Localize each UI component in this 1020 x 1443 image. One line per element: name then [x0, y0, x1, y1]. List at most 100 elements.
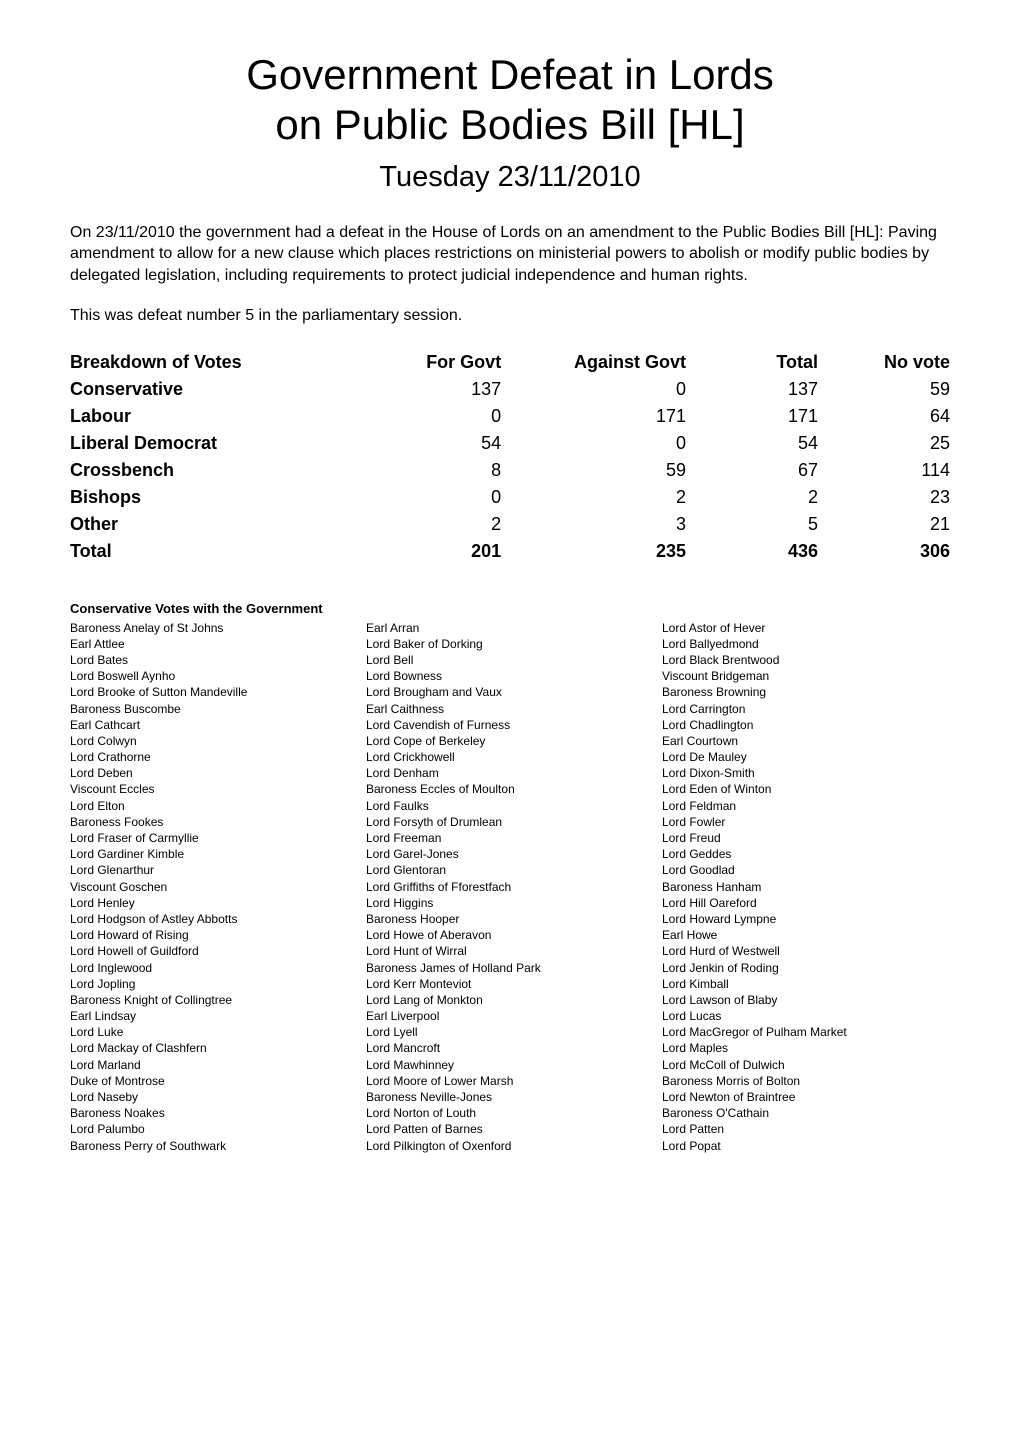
peer-name: Earl Liverpool [366, 1008, 654, 1024]
peer-name: Lord Elton [70, 798, 358, 814]
party-cell: Conservative [70, 376, 369, 403]
peer-name: Lord Eden of Winton [662, 781, 950, 797]
peer-name: Lord Luke [70, 1024, 358, 1040]
party-cell: Other [70, 511, 369, 538]
peer-name: Earl Caithness [366, 701, 654, 717]
total-cell: 2 [686, 484, 818, 511]
peer-name: Lord Norton of Louth [366, 1105, 654, 1121]
peer-name: Lord De Mauley [662, 749, 950, 765]
novote-cell: 25 [818, 430, 950, 457]
novote-cell: 114 [818, 457, 950, 484]
peer-name: Lord Glenarthur [70, 862, 358, 878]
peer-name: Lord Bowness [366, 668, 654, 684]
peer-name: Lord Howe of Aberavon [366, 927, 654, 943]
peer-name: Lord Moore of Lower Marsh [366, 1073, 654, 1089]
total-cell: 67 [686, 457, 818, 484]
for-cell: 137 [369, 376, 501, 403]
peer-name: Lord Hill Oareford [662, 895, 950, 911]
total-total: 436 [686, 538, 818, 565]
main-title-line2: on Public Bodies Bill [HL] [70, 100, 950, 150]
peer-name: Lord Hodgson of Astley Abbotts [70, 911, 358, 927]
peer-name: Lord Colwyn [70, 733, 358, 749]
peer-name: Lord Baker of Dorking [366, 636, 654, 652]
against-cell: 3 [501, 511, 686, 538]
against-cell: 2 [501, 484, 686, 511]
novote-cell: 21 [818, 511, 950, 538]
peer-name: Lord Faulks [366, 798, 654, 814]
peer-name: Lord Garel-Jones [366, 846, 654, 862]
peer-name: Earl Arran [366, 620, 654, 636]
peer-name: Lord Hurd of Westwell [662, 943, 950, 959]
peer-name: Lord Howard of Rising [70, 927, 358, 943]
table-row: Bishops02223 [70, 484, 950, 511]
total-label: Total [70, 538, 369, 565]
peer-name: Lord Naseby [70, 1089, 358, 1105]
peer-name: Lord Mancroft [366, 1040, 654, 1056]
title-block: Government Defeat in Lords on Public Bod… [70, 50, 950, 194]
peer-name: Lord Griffiths of Fforestfach [366, 879, 654, 895]
peer-name: Lord Pilkington of Oxenford [366, 1138, 654, 1154]
peer-name: Lord Freeman [366, 830, 654, 846]
peer-name: Lord Carrington [662, 701, 950, 717]
peer-name: Lord Lyell [366, 1024, 654, 1040]
peer-name: Baroness Hanham [662, 879, 950, 895]
breakdown-table-foot: Total 201 235 436 306 [70, 538, 950, 565]
peer-name: Lord Kerr Monteviot [366, 976, 654, 992]
peer-name: Lord Patten [662, 1121, 950, 1137]
against-cell: 0 [501, 430, 686, 457]
peer-name: Baroness Morris of Bolton [662, 1073, 950, 1089]
peer-name: Lord Bell [366, 652, 654, 668]
for-cell: 54 [369, 430, 501, 457]
peer-name: Baroness Browning [662, 684, 950, 700]
peer-name: Lord Palumbo [70, 1121, 358, 1137]
table-row: Crossbench85967114 [70, 457, 950, 484]
peer-name: Lord Fowler [662, 814, 950, 830]
total-against: 235 [501, 538, 686, 565]
peer-name: Lord Brougham and Vaux [366, 684, 654, 700]
party-cell: Labour [70, 403, 369, 430]
peer-name: Lord Boswell Aynho [70, 668, 358, 684]
for-cell: 2 [369, 511, 501, 538]
peer-name: Lord Denham [366, 765, 654, 781]
against-cell: 171 [501, 403, 686, 430]
party-cell: Crossbench [70, 457, 369, 484]
conservative-names-grid: Baroness Anelay of St JohnsEarl ArranLor… [70, 620, 950, 1154]
peer-name: Baroness Neville-Jones [366, 1089, 654, 1105]
peer-name: Lord MacGregor of Pulham Market [662, 1024, 950, 1040]
peer-name: Lord Howell of Guildford [70, 943, 358, 959]
table-row: Labour017117164 [70, 403, 950, 430]
peer-name: Lord Cavendish of Furness [366, 717, 654, 733]
peer-name: Baroness Knight of Collingtree [70, 992, 358, 1008]
peer-name: Lord Jenkin of Roding [662, 960, 950, 976]
for-cell: 8 [369, 457, 501, 484]
col-header-for: For Govt [369, 349, 501, 376]
peer-name: Lord Lawson of Blaby [662, 992, 950, 1008]
peer-name: Lord Dixon-Smith [662, 765, 950, 781]
table-row: Conservative137013759 [70, 376, 950, 403]
peer-name: Earl Howe [662, 927, 950, 943]
conservative-votes-title: Conservative Votes with the Government [70, 601, 950, 616]
peer-name: Lord Popat [662, 1138, 950, 1154]
total-cell: 171 [686, 403, 818, 430]
peer-name: Earl Lindsay [70, 1008, 358, 1024]
novote-cell: 23 [818, 484, 950, 511]
peer-name: Baroness Buscombe [70, 701, 358, 717]
peer-name: Lord Glentoran [366, 862, 654, 878]
peer-name: Lord Maples [662, 1040, 950, 1056]
breakdown-table-body: Conservative137013759Labour017117164Libe… [70, 376, 950, 538]
total-cell: 54 [686, 430, 818, 457]
peer-name: Lord Forsyth of Drumlean [366, 814, 654, 830]
total-cell: 5 [686, 511, 818, 538]
table-header-row: Breakdown of Votes For Govt Against Govt… [70, 349, 950, 376]
main-title-line1: Government Defeat in Lords [70, 50, 950, 100]
col-header-total: Total [686, 349, 818, 376]
peer-name: Lord Cope of Berkeley [366, 733, 654, 749]
peer-name: Lord Hunt of Wirral [366, 943, 654, 959]
for-cell: 0 [369, 403, 501, 430]
peer-name: Lord Kimball [662, 976, 950, 992]
peer-name: Lord Lucas [662, 1008, 950, 1024]
peer-name: Earl Courtown [662, 733, 950, 749]
peer-name: Baroness Anelay of St Johns [70, 620, 358, 636]
total-for: 201 [369, 538, 501, 565]
peer-name: Lord Inglewood [70, 960, 358, 976]
